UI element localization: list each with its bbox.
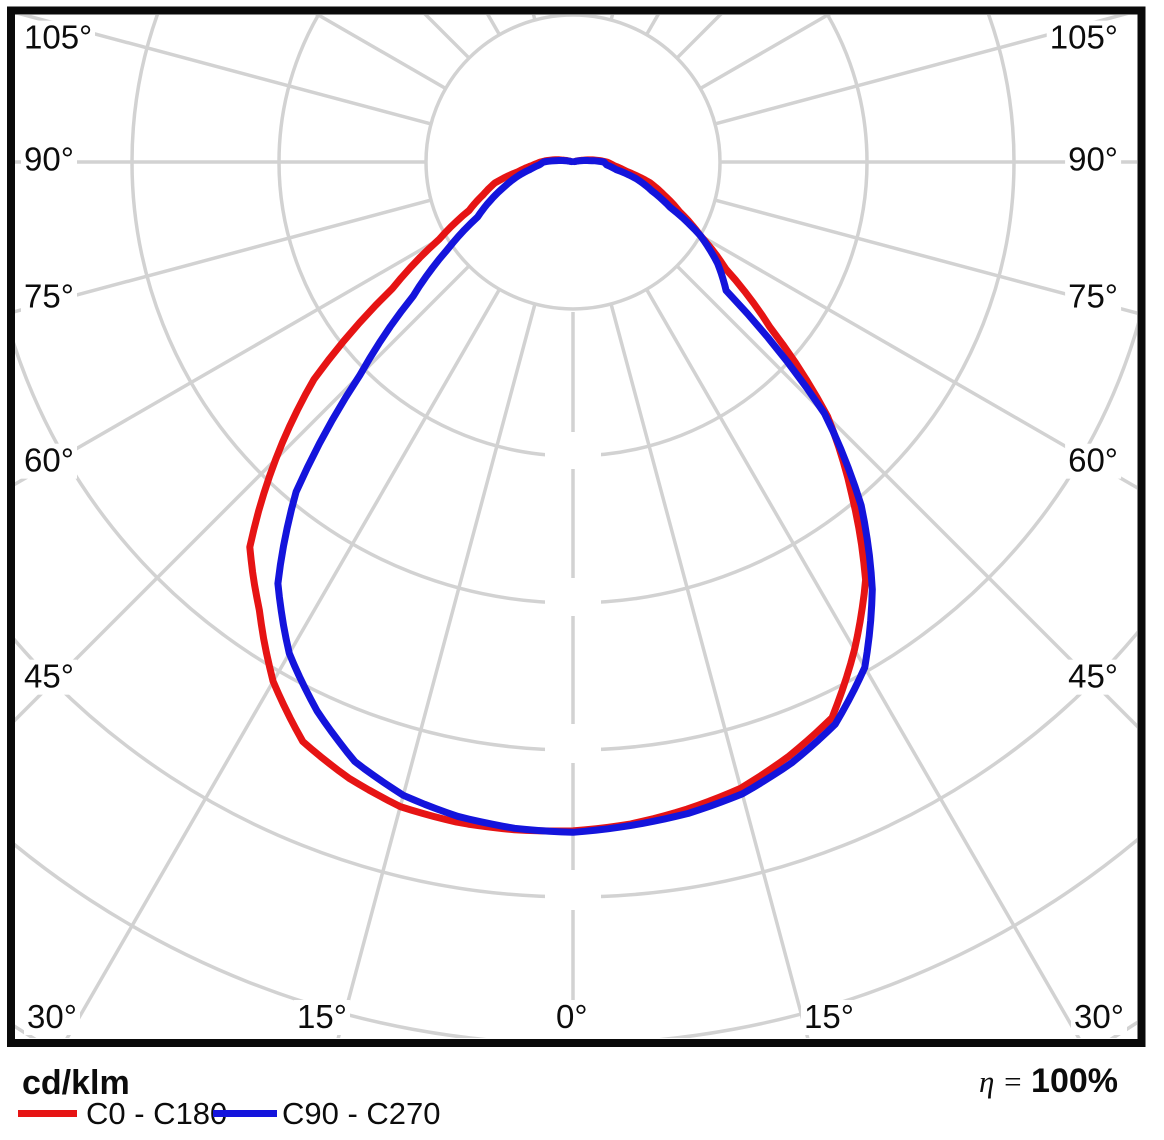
angle-label-bottom-30-left: 30°: [24, 999, 80, 1035]
angle-label-right-75: 75°: [1065, 279, 1121, 315]
angle-label-right-60: 60°: [1065, 443, 1121, 479]
eta-symbol: η =: [978, 1064, 1024, 1099]
angle-label-left-75: 75°: [21, 279, 77, 315]
angle-label-bottom-0: 0°: [553, 999, 591, 1035]
angle-label-left-60: 60°: [21, 443, 77, 479]
angle-label-bottom-30-right: 30°: [1071, 999, 1127, 1035]
legend-swatch-c0-c180: [18, 1110, 77, 1117]
angle-label-right-105: 105°: [1046, 20, 1121, 56]
polar-chart-canvas: [7, 6, 1146, 1047]
angle-label-right-45: 45°: [1065, 659, 1121, 695]
angle-label-left-105: 105°: [21, 20, 96, 56]
unit-label: cd/klm: [22, 1064, 130, 1102]
angle-label-left-90: 90°: [21, 142, 77, 178]
legend: C0 - C180 C90 - C270: [0, 1096, 1164, 1136]
efficiency-readout: η = 100%: [978, 1062, 1118, 1101]
legend-label-c0-c180: C0 - C180: [86, 1096, 228, 1131]
angle-label-bottom-15-right: 15°: [801, 999, 857, 1035]
angle-label-left-45: 45°: [21, 659, 77, 695]
angle-label-right-90: 90°: [1065, 142, 1121, 178]
legend-label-c90-c270: C90 - C270: [282, 1096, 441, 1131]
eta-value: 100%: [1031, 1062, 1118, 1100]
legend-swatch-c90-c270: [213, 1110, 277, 1117]
angle-label-bottom-15-left: 15°: [294, 999, 350, 1035]
